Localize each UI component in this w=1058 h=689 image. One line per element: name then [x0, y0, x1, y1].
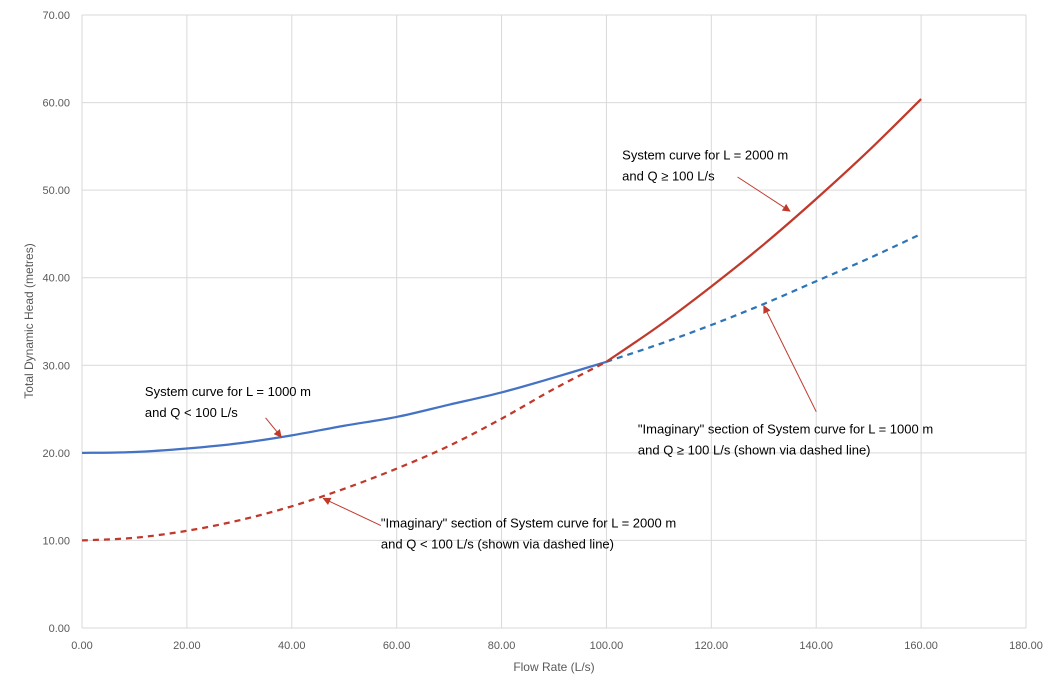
x-tick-label: 0.00	[71, 640, 92, 652]
annotation-arrow	[322, 497, 382, 526]
y-tick-label: 50.00	[42, 185, 70, 197]
annotation-text-line: and Q < 100 L/s	[145, 405, 238, 420]
axes: 0.00 20.00 40.00 60.00 80.00 100.00 120.00 140.…	[42, 10, 1042, 652]
annotation-text-line: and Q < 100 L/s (shown via dashed line)	[381, 536, 614, 551]
series-line-2	[606, 232, 922, 363]
x-tick-label: 80.00	[488, 640, 516, 652]
x-tick-label: 140.00	[799, 640, 833, 652]
y-tick-label: 20.00	[42, 448, 70, 460]
x-tick-label: 160.00	[904, 640, 938, 652]
y-tick-label: 10.00	[42, 535, 70, 547]
annotation-2: System curve for L = 1000 m and Q < 100 L…	[145, 384, 311, 438]
annotation-arrow	[737, 176, 791, 212]
x-tick-label: 100.00	[590, 640, 624, 652]
annotation-arrow	[763, 305, 817, 412]
x-tick-label: 180.00	[1009, 640, 1043, 652]
annotation-text-line: System curve for L = 1000 m	[145, 384, 311, 399]
x-tick-label: 20.00	[173, 640, 201, 652]
x-tick-label: 60.00	[383, 640, 411, 652]
series-line-1	[81, 360, 607, 454]
annotation-arrow	[265, 417, 282, 438]
annotation-text-line: and Q ≥ 100 L/s	[622, 168, 715, 183]
x-tick-label: 120.00	[695, 640, 729, 652]
y-tick-label: 30.00	[42, 360, 70, 372]
series-line-4	[605, 98, 922, 363]
annotation-text-line: and Q ≥ 100 L/s (shown via dashed line)	[638, 443, 871, 458]
annotation-3: "Imaginary" section of System curve for …	[638, 305, 933, 458]
gridlines	[81, 14, 1027, 629]
annotations: System curve for L = 2000 m and Q ≥ 100 L…	[145, 147, 933, 551]
annotation-4: "Imaginary" section of System curve for …	[322, 497, 676, 551]
x-tick-label: 40.00	[278, 640, 306, 652]
y-tick-label: 40.00	[42, 273, 70, 285]
y-tick-label: 60.00	[42, 98, 70, 110]
annotation-text-line: "Imaginary" section of System curve for …	[638, 422, 933, 437]
annotation-text-line: System curve for L = 2000 m	[622, 147, 788, 162]
annotation-1: System curve for L = 2000 m and Q ≥ 100 L…	[622, 147, 791, 212]
series-lines	[81, 98, 922, 542]
y-axis-title: Total Dynamic Head (metres)	[22, 243, 36, 398]
y-tick-label: 70.00	[42, 10, 70, 22]
y-tick-label: 0.00	[49, 623, 70, 635]
annotation-text-line: "Imaginary" section of System curve for …	[381, 515, 676, 530]
series-line-3	[81, 360, 607, 542]
x-axis-title: Flow Rate (L/s)	[513, 660, 594, 674]
